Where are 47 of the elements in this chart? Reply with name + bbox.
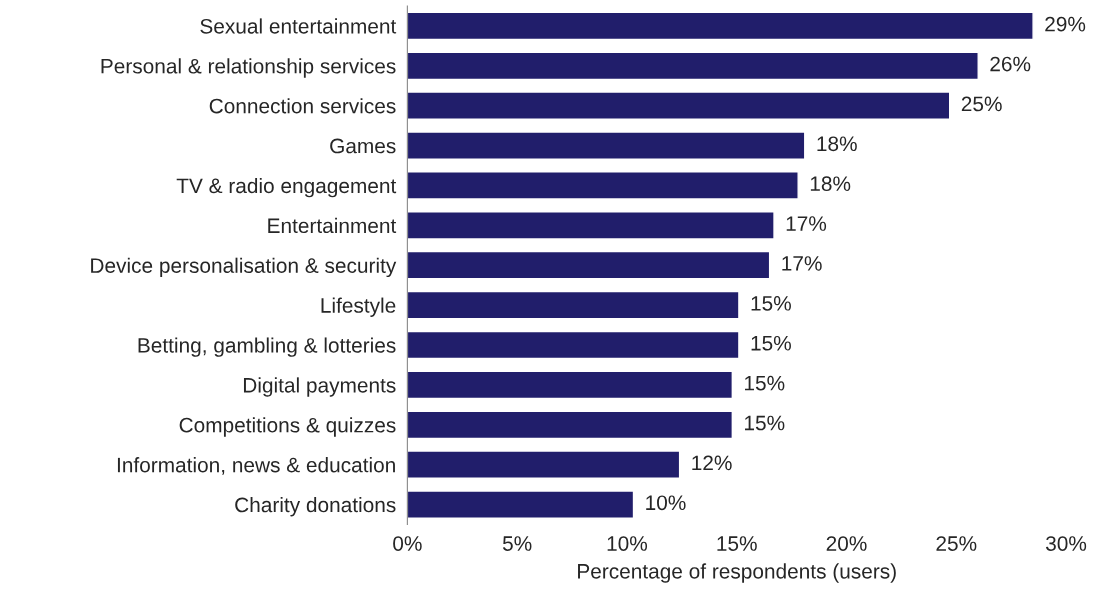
x-tick-label: 5% <box>502 536 532 551</box>
y-tick-label: Competitions & quizzes <box>179 417 396 437</box>
bar <box>407 91 951 120</box>
bar <box>407 410 734 440</box>
y-tick-label: TV & radio engagement <box>176 177 397 198</box>
y-tick-label: Information, news & education <box>117 457 395 475</box>
data-label: 25% <box>961 96 1002 112</box>
y-tick-label: Games <box>330 138 396 154</box>
data-label: 15% <box>745 375 785 391</box>
bar <box>407 211 775 240</box>
bar <box>407 450 681 479</box>
bar <box>407 370 734 400</box>
y-tick-label: Sexual entertainment <box>200 18 397 34</box>
x-axis-title: Percentage of respondents (users) <box>578 563 896 583</box>
data-label: 10% <box>646 495 686 511</box>
bar <box>407 330 740 360</box>
y-tick-label: Lifestyle <box>321 297 396 317</box>
y-tick-label: Digital payments <box>243 377 396 397</box>
bar <box>407 51 979 81</box>
data-label: 12% <box>692 455 732 471</box>
data-label: 15% <box>751 296 791 311</box>
x-tick-label: 30% <box>1045 536 1087 551</box>
data-label: 18% <box>817 136 857 152</box>
bar <box>407 290 740 320</box>
data-label: 17% <box>786 216 827 231</box>
x-tick-label: 20% <box>826 536 867 551</box>
data-label: 26% <box>990 56 1031 72</box>
data-label: 29% <box>1045 16 1086 32</box>
x-tick-label: 0% <box>393 536 422 551</box>
x-tick-label: 25% <box>936 536 977 551</box>
bar <box>407 490 635 519</box>
y-tick-label: Betting, gambling & lotteries <box>138 337 396 357</box>
data-label: 15% <box>745 415 785 431</box>
y-tick-label: Charity donations <box>235 496 396 517</box>
x-tick-label: 10% <box>607 536 648 551</box>
data-label: 15% <box>751 335 791 351</box>
y-tick-label: Connection services <box>209 98 396 114</box>
y-tick-label: Entertainment <box>268 217 397 234</box>
bar <box>407 131 806 160</box>
x-tick-label: 15% <box>717 536 757 551</box>
y-tick-label: Personal & relationship services <box>101 58 396 78</box>
y-tick-label: Device personalisation & security <box>91 257 397 278</box>
data-label: 18% <box>810 176 851 192</box>
bar <box>407 250 771 280</box>
bar <box>407 11 1034 41</box>
bar <box>407 171 799 200</box>
data-label: 17% <box>782 256 822 271</box>
